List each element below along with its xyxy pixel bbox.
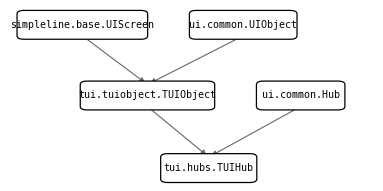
Text: tui.tuiobject.TUIObject: tui.tuiobject.TUIObject bbox=[79, 91, 216, 100]
FancyBboxPatch shape bbox=[189, 10, 297, 39]
Text: simpleline.base.UIScreen: simpleline.base.UIScreen bbox=[10, 20, 154, 30]
Text: tui.hubs.TUIHub: tui.hubs.TUIHub bbox=[164, 163, 254, 173]
FancyBboxPatch shape bbox=[17, 10, 147, 39]
FancyBboxPatch shape bbox=[80, 81, 214, 110]
FancyBboxPatch shape bbox=[257, 81, 345, 110]
Text: ui.common.Hub: ui.common.Hub bbox=[262, 91, 340, 100]
Text: ui.common.UIObject: ui.common.UIObject bbox=[189, 20, 297, 30]
FancyBboxPatch shape bbox=[161, 154, 257, 183]
